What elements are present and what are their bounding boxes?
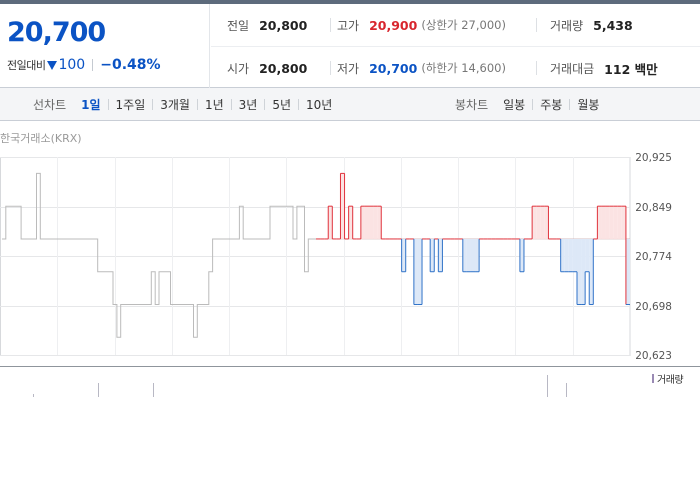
candle-chart-periods: 봉차트 일봉 주봉 월봉 xyxy=(455,88,600,121)
y-tick-label: 20,925 xyxy=(635,152,672,164)
down-fill xyxy=(417,238,423,305)
up-fill xyxy=(377,206,382,239)
period-3m-button[interactable]: 3개월 xyxy=(160,98,190,112)
down-fill xyxy=(564,238,569,272)
volume-legend: 거래량 xyxy=(652,371,684,386)
volume: 거래량 5,438 xyxy=(550,17,633,33)
up-fill xyxy=(609,206,614,239)
down-arrow-icon xyxy=(47,60,58,70)
down-fill xyxy=(401,238,406,272)
down-fill xyxy=(519,238,524,272)
y-tick-label: 20,774 xyxy=(635,251,672,263)
period-1y-button[interactable]: 1년 xyxy=(204,98,224,112)
divider xyxy=(536,61,537,75)
down-fill xyxy=(560,238,565,272)
down-fill xyxy=(568,238,573,272)
y-tick-label: 20,849 xyxy=(635,202,672,214)
divider xyxy=(298,99,300,110)
y-tick-label: 20,623 xyxy=(635,350,672,362)
down-fill xyxy=(572,238,577,272)
down-fill xyxy=(625,238,630,305)
quote-row: 전일 20,800 고가 20,900 (상한가 27,000) 거래량 5,4… xyxy=(211,4,700,46)
change-row: 전일대비 100 −0.48% xyxy=(7,57,161,73)
down-fill xyxy=(470,238,476,272)
up-fill xyxy=(532,206,537,239)
current-price: 20,700 xyxy=(7,17,106,48)
y-tick-label: 20,698 xyxy=(635,301,672,313)
down-fill xyxy=(438,238,443,272)
prev-close: 전일 20,800 xyxy=(227,17,308,33)
period-1w-button[interactable]: 1주일 xyxy=(115,98,146,112)
divider xyxy=(536,18,537,32)
up-fill xyxy=(348,206,353,239)
divider xyxy=(569,99,571,110)
divider xyxy=(330,61,331,75)
divider xyxy=(264,99,266,110)
up-fill xyxy=(613,206,618,239)
down-fill xyxy=(462,238,467,272)
volume-swatch xyxy=(652,374,654,383)
up-fill xyxy=(597,206,602,239)
chart-grid xyxy=(0,157,700,367)
divider xyxy=(92,59,94,71)
high-price: 고가 20,900 (상한가 27,000) xyxy=(337,17,506,33)
candle-weekly-button[interactable]: 주봉 xyxy=(540,98,563,112)
volume-bars xyxy=(33,375,567,397)
down-fill xyxy=(581,238,586,305)
divider xyxy=(330,18,331,32)
down-fill xyxy=(430,238,435,272)
candle-chart-label: 봉차트 xyxy=(455,98,489,112)
down-fill xyxy=(475,238,480,272)
up-fill xyxy=(328,206,333,239)
change-label: 전일대비 xyxy=(7,59,46,72)
intraday-price-chart: 20,925 20,849 20,774 20,698 20,623 xyxy=(0,152,700,397)
trade-amount: 거래대금 112 백만 xyxy=(550,61,658,77)
open-price: 시가 20,800 xyxy=(227,60,308,76)
change-rate: −0.48% xyxy=(100,57,161,73)
period-10y-button[interactable]: 10년 xyxy=(306,98,333,112)
up-fill xyxy=(340,173,345,239)
up-fill xyxy=(536,206,541,239)
period-5y-button[interactable]: 5년 xyxy=(272,98,292,112)
up-fill xyxy=(540,206,545,239)
up-fill xyxy=(601,206,606,239)
divider xyxy=(107,99,109,110)
up-fill xyxy=(621,206,626,239)
down-fill xyxy=(413,238,418,305)
down-fill xyxy=(576,238,582,305)
divider xyxy=(230,99,232,110)
data-source-label: 한국거래소(KRX) xyxy=(0,132,82,145)
candle-monthly-button[interactable]: 월봉 xyxy=(577,98,600,112)
up-fill xyxy=(617,206,622,239)
up-fill xyxy=(605,206,610,239)
up-fill xyxy=(360,206,365,239)
line-chart-periods: 선차트 1일 1주일 3개월 1년 3년 5년 10년 xyxy=(33,88,333,121)
volume-legend-label: 거래량 xyxy=(657,375,684,386)
low-price: 저가 20,700 (하한가 14,600) xyxy=(337,60,506,76)
line-chart-label: 선차트 xyxy=(33,98,67,112)
chart-toolbar: 선차트 1일 1주일 3개월 1년 3년 5년 10년 봉차트 일봉 주봉 월봉 xyxy=(0,88,700,121)
quote-header: 20,700 전일대비 100 −0.48% 전일 20,800 고가 20,9… xyxy=(0,0,700,88)
price-summary: 20,700 전일대비 100 −0.48% xyxy=(0,4,210,88)
quote-row: 시가 20,800 저가 20,700 (하한가 14,600) 거래대금 11… xyxy=(211,46,700,88)
period-1d-button[interactable]: 1일 xyxy=(81,98,101,112)
up-fill xyxy=(373,206,378,239)
down-fill xyxy=(466,238,471,272)
change-value: 100 xyxy=(58,57,86,73)
up-fill xyxy=(544,206,549,239)
previous-day-line xyxy=(2,172,316,338)
down-fill xyxy=(585,238,590,272)
up-fill xyxy=(364,206,370,239)
divider xyxy=(532,99,534,110)
up-fill xyxy=(369,206,374,239)
y-axis-ticks: 20,925 20,849 20,774 20,698 20,623 xyxy=(635,152,672,362)
chart-fills xyxy=(316,173,630,305)
period-3y-button[interactable]: 3년 xyxy=(238,98,258,112)
down-fill xyxy=(589,238,594,305)
divider xyxy=(152,99,154,110)
quote-details: 전일 20,800 고가 20,900 (상한가 27,000) 거래량 5,4… xyxy=(211,4,700,88)
chart-lines xyxy=(2,172,630,338)
divider xyxy=(196,99,198,110)
candle-daily-button[interactable]: 일봉 xyxy=(503,98,526,112)
